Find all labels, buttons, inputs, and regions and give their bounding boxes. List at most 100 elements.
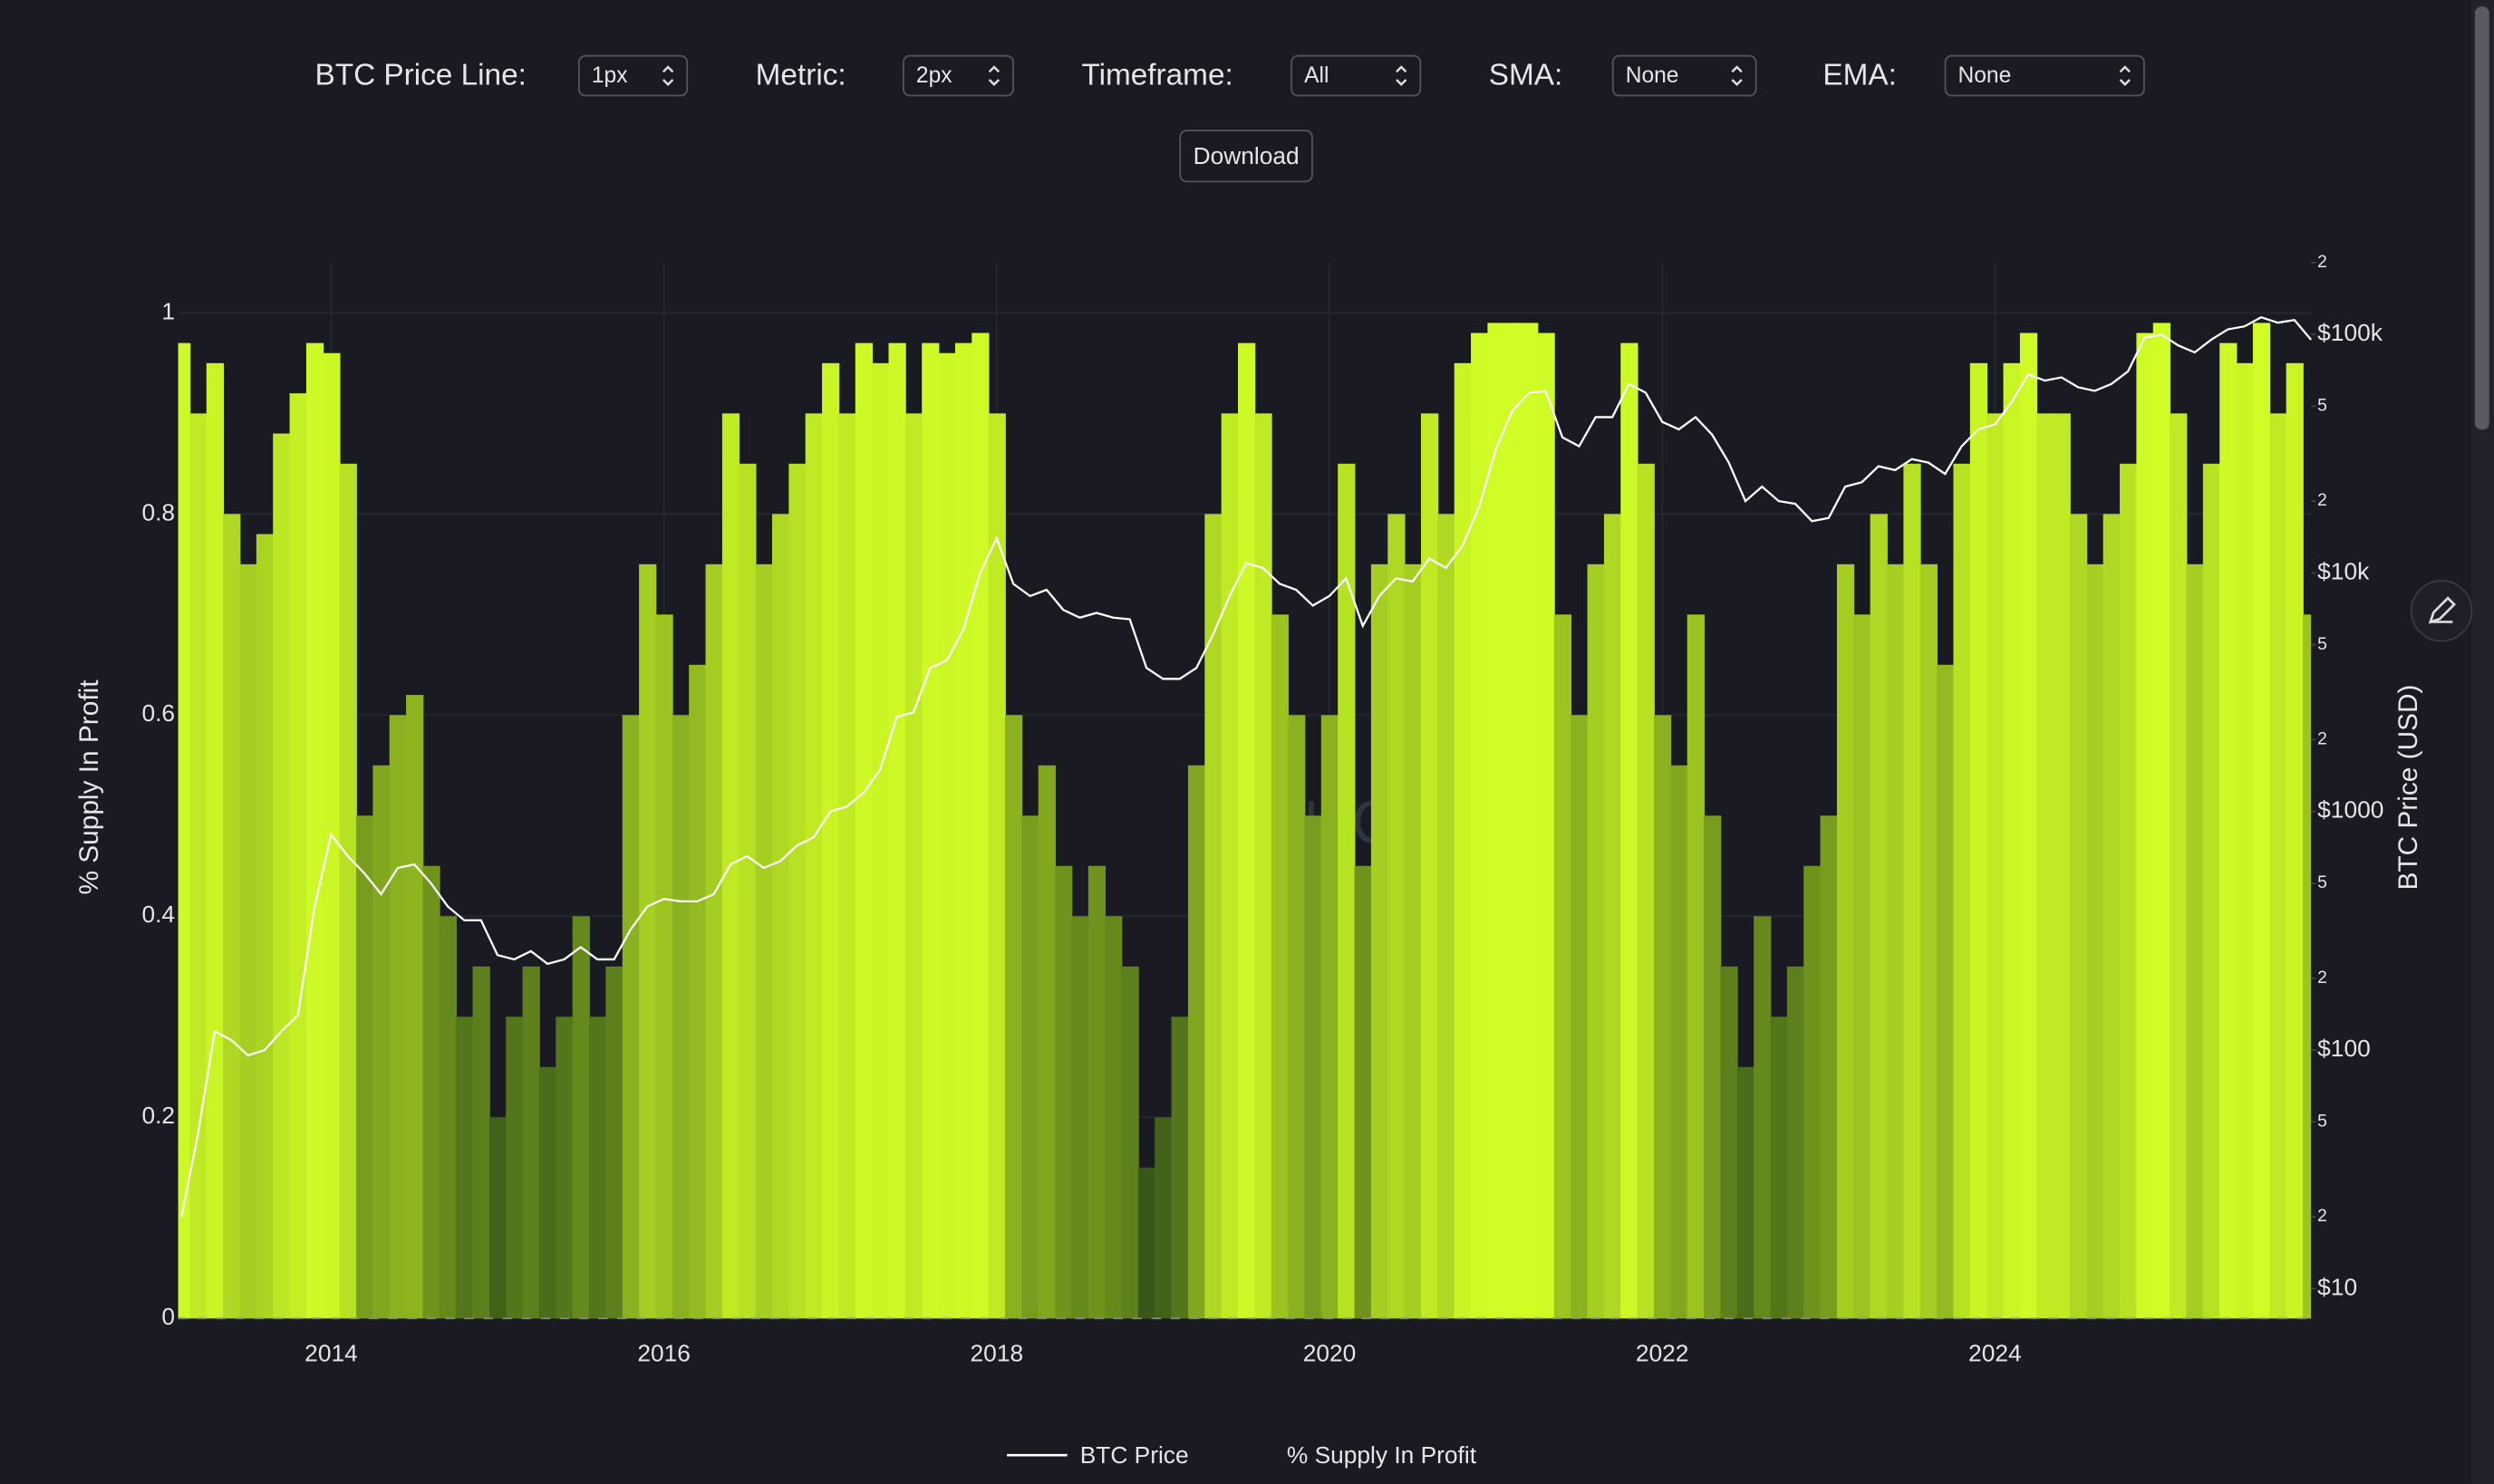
download-label: Download bbox=[1194, 142, 1300, 169]
supply-bar bbox=[2036, 413, 2054, 1319]
supply-bar bbox=[206, 362, 225, 1319]
supply-bar bbox=[2252, 323, 2271, 1319]
y-tick-label: 0.4 bbox=[141, 901, 175, 928]
select-value: None bbox=[1958, 63, 2012, 88]
supply-bar bbox=[705, 564, 723, 1319]
supply-bar bbox=[771, 514, 790, 1319]
supply-bar bbox=[506, 1017, 524, 1319]
supply-bar bbox=[1055, 865, 1073, 1319]
select-arrows bbox=[1396, 65, 1407, 87]
supply-bar bbox=[1254, 413, 1272, 1319]
y-tick-label: 0.6 bbox=[141, 699, 175, 727]
supply-bar bbox=[178, 342, 191, 1319]
y2-tick-label: 2 bbox=[2317, 730, 2327, 749]
supply-bar bbox=[305, 342, 324, 1319]
select-box[interactable] bbox=[577, 54, 689, 97]
supply-bar bbox=[522, 966, 540, 1319]
supply-bar bbox=[1820, 815, 1838, 1319]
y2-tick-label: 2 bbox=[2317, 968, 2327, 988]
supply-bar bbox=[456, 1017, 474, 1319]
supply-bar bbox=[1770, 1017, 1788, 1319]
select-box[interactable] bbox=[1944, 54, 2145, 97]
select-box[interactable] bbox=[1290, 54, 1422, 97]
x-tick-label: 2024 bbox=[1968, 1340, 2022, 1367]
supply-bar bbox=[1503, 323, 1522, 1319]
y2-tick-label: $10k bbox=[2317, 557, 2370, 584]
supply-bar bbox=[1387, 514, 1406, 1319]
select-box[interactable] bbox=[903, 54, 1014, 97]
supply-bar bbox=[472, 966, 490, 1319]
x-tick-label: 2020 bbox=[1303, 1340, 1357, 1367]
supply-bar bbox=[1271, 614, 1289, 1319]
control-label: BTC Price Line: bbox=[315, 58, 527, 92]
supply-bar bbox=[1038, 765, 1056, 1319]
control-label: Timeframe: bbox=[1081, 58, 1232, 92]
download-button[interactable] bbox=[1179, 130, 1313, 183]
supply-bar bbox=[1088, 865, 1107, 1319]
control-label: Metric: bbox=[756, 58, 846, 92]
supply-bar bbox=[954, 342, 973, 1319]
supply-bar bbox=[1155, 1117, 1173, 1319]
supply-bar bbox=[372, 765, 391, 1319]
y2-tick-label: $1000 bbox=[2317, 796, 2383, 824]
select-box[interactable] bbox=[1611, 54, 1757, 97]
supply-bar bbox=[1919, 564, 1938, 1319]
supply-bar bbox=[838, 413, 856, 1319]
control-label: EMA: bbox=[1822, 58, 1896, 92]
supply-bar bbox=[2102, 514, 2121, 1319]
select-arrows bbox=[2119, 65, 2131, 87]
supply-bar bbox=[721, 413, 740, 1319]
supply-bar bbox=[739, 463, 757, 1319]
supply-bar bbox=[1304, 815, 1322, 1319]
supply-bar bbox=[1471, 332, 1489, 1319]
supply-bar bbox=[356, 815, 374, 1319]
supply-bar bbox=[689, 664, 707, 1319]
supply-bar bbox=[1969, 362, 1988, 1319]
x-tick-label: 2014 bbox=[304, 1340, 358, 1367]
supply-bar bbox=[1986, 413, 2005, 1319]
supply-bar bbox=[1137, 1167, 1156, 1319]
y2-tick-label: $100k bbox=[2317, 319, 2383, 346]
supply-bar bbox=[1786, 966, 1805, 1319]
supply-bar bbox=[605, 966, 624, 1319]
supply-bar bbox=[1704, 815, 1722, 1319]
supply-bar bbox=[1320, 715, 1339, 1319]
supply-bar bbox=[788, 463, 807, 1319]
supply-bar bbox=[589, 1017, 607, 1319]
supply-bar bbox=[1171, 1017, 1189, 1319]
supply-bar bbox=[822, 362, 840, 1319]
supply-bar bbox=[755, 564, 773, 1319]
supply-bar bbox=[855, 342, 874, 1319]
supply-bar bbox=[1437, 514, 1455, 1319]
y2-tick-label: 2 bbox=[2317, 253, 2327, 272]
supply-bar bbox=[1870, 514, 1888, 1319]
supply-bar bbox=[289, 393, 307, 1319]
y2-tick-label: 2 bbox=[2317, 491, 2327, 510]
supply-bar bbox=[273, 433, 291, 1319]
supply-bar bbox=[622, 715, 640, 1319]
y2-tick-label: $100 bbox=[2317, 1035, 2371, 1062]
scrollbar-thumb[interactable] bbox=[2474, 6, 2489, 430]
supply-bar bbox=[1105, 916, 1123, 1319]
supply-bar bbox=[339, 463, 357, 1319]
supply-bar bbox=[1637, 463, 1655, 1319]
supply-bar bbox=[1021, 815, 1039, 1319]
legend-label: BTC Price bbox=[1080, 1441, 1189, 1469]
y-tick-label: 0.8 bbox=[141, 498, 175, 525]
supply-bar bbox=[538, 1066, 557, 1319]
select-arrows bbox=[1731, 65, 1743, 87]
select-arrows bbox=[988, 65, 1000, 87]
x-tick-label: 2022 bbox=[1636, 1340, 1689, 1367]
edit-button[interactable] bbox=[2410, 579, 2473, 642]
supply-bar bbox=[1903, 463, 1921, 1319]
supply-bar bbox=[1720, 966, 1738, 1319]
supply-bar bbox=[1553, 614, 1572, 1319]
supply-bar bbox=[1620, 342, 1638, 1319]
supply-bar bbox=[2202, 463, 2221, 1319]
select-value: None bbox=[1626, 63, 1679, 88]
supply-bar bbox=[938, 352, 956, 1319]
supply-bar bbox=[922, 342, 940, 1319]
supply-bar bbox=[1404, 564, 1422, 1319]
supply-bar bbox=[2152, 323, 2170, 1319]
